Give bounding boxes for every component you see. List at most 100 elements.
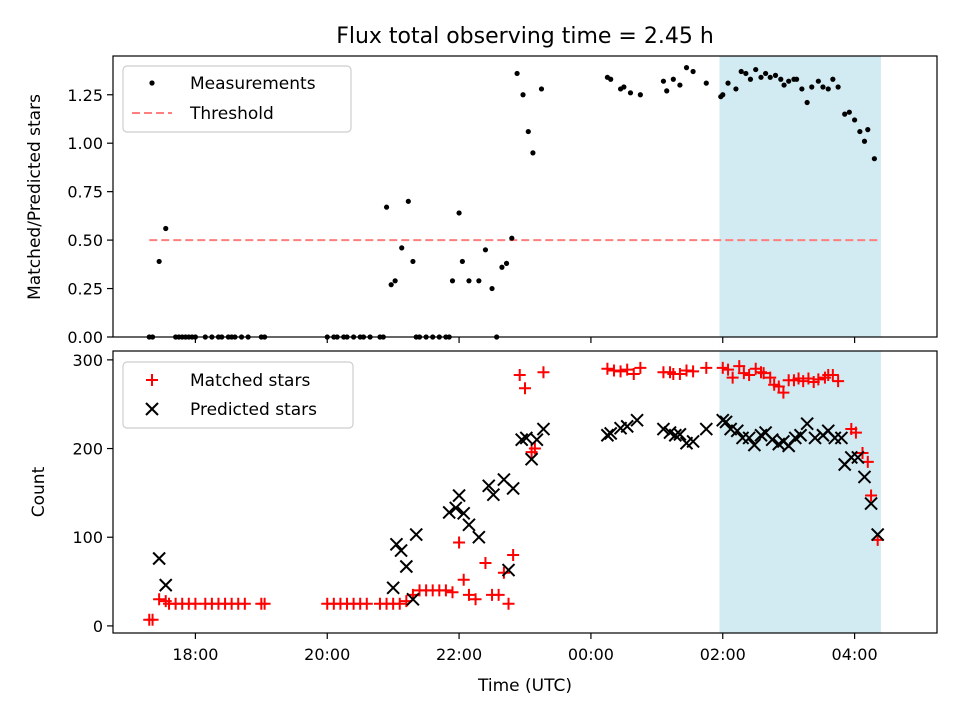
measurement-point [509,235,515,241]
measurement-point [799,86,805,92]
matched-point [826,368,839,381]
measurement-point [703,80,709,86]
predicted-point [536,422,551,436]
predicted-point [406,592,420,607]
measurement-point [627,90,634,96]
ratio-y-tick-label: 0.75 [67,183,103,202]
count-y-tick-label: 100 [72,528,103,547]
x-axis-label: Time (UTC) [477,676,572,696]
matched-point [153,593,166,606]
ratio-y-tick-label: 1.25 [67,86,103,105]
measurement-point [772,72,779,78]
matched-point [146,613,159,626]
matched-point [634,361,647,374]
measurement-point [825,86,831,92]
predicted-point [530,432,544,447]
predicted-point [719,415,733,429]
matched-point [621,363,634,376]
measurement-point [743,70,749,77]
matched-point [453,536,466,549]
matched-point [737,367,750,380]
predicted-point [456,506,471,520]
predicted-point [442,505,456,520]
observing-window-highlight-bottom [719,351,881,633]
predicted-point [399,559,414,574]
measurement-point [466,278,472,284]
matched-point [502,597,515,610]
matched-point [687,365,700,378]
measurement-point [865,127,871,133]
matched-point [497,566,510,579]
predicted-point [389,537,404,552]
predicted-point [668,428,683,442]
count-y-label: Count [29,466,49,517]
matched-point [757,367,770,380]
predicted-point [864,496,878,511]
measurement-point [660,78,667,84]
predicted-point [506,481,520,496]
count-panel: 0 100 200 300 18:00 20:00 22:00 00:00 02:00 04:0… [29,350,938,696]
ratio-legend: Measurements Threshold [122,65,352,133]
measurement-point [758,74,764,80]
measurement-point [835,84,841,90]
predicted-point [800,417,814,431]
predicted-point [699,422,713,436]
legend-measurements: Measurements [190,74,316,94]
predicted-point [600,428,615,442]
matched-point [726,371,739,384]
legend-predicted-marker [145,402,159,416]
measurement-point [489,285,495,292]
matched-point [865,489,878,502]
measurement-point [781,82,787,88]
measurement-point [388,282,394,288]
matched-point [797,375,810,388]
measurement-point [809,84,815,90]
matched-point [528,442,541,455]
matched-point [601,362,614,375]
predicted-point [793,428,808,442]
measurement-point [778,76,784,82]
matched-point [722,363,735,376]
predicted-point [603,426,618,441]
matched-point [673,368,686,381]
matched-point [772,380,785,393]
predicted-point [808,431,822,445]
predicted-point [501,563,516,577]
x-tick-label: 04:00 [832,645,878,664]
measurement-point [738,68,744,75]
matched-point [743,368,756,381]
ratio-y-tick-label: 1.00 [67,134,103,153]
matched-point [716,361,729,374]
measurement-point [720,92,726,98]
measurement-point [608,76,614,82]
ratio-y-tick-label: 0.25 [67,280,103,299]
count-panel-frame [112,350,938,634]
measurement-point [449,278,456,284]
measurement-point [664,88,670,94]
ratio-panel-frame [112,55,938,338]
measurement-point [383,204,390,210]
measurement-point [871,156,877,162]
measurement-point [156,258,162,265]
measurement-point [459,258,465,265]
matched-point [849,426,862,439]
x-tick-label: 18:00 [172,645,218,664]
matched-point [393,597,406,610]
matched-point [360,597,373,610]
measurement-point [861,138,868,144]
count-y-tick-label: 0 [93,617,103,636]
predicted-point [472,530,486,544]
matched-point [537,366,550,379]
measurement-point [621,84,627,90]
legend-matched-marker [146,374,158,386]
matched-point [627,368,640,381]
x-tick-label: 20:00 [304,645,350,664]
predicted-point [656,422,671,436]
measurement-point [852,117,858,123]
ratio-panel: 0.00 0.25 0.50 0.75 1.00 1.25 Matched/Predict… [25,55,938,347]
matched-point [457,573,470,586]
measurement-point [747,76,754,82]
legend-predicted: Predicted stars [190,400,317,420]
predicted-point [620,419,634,434]
matched-point [492,588,505,601]
